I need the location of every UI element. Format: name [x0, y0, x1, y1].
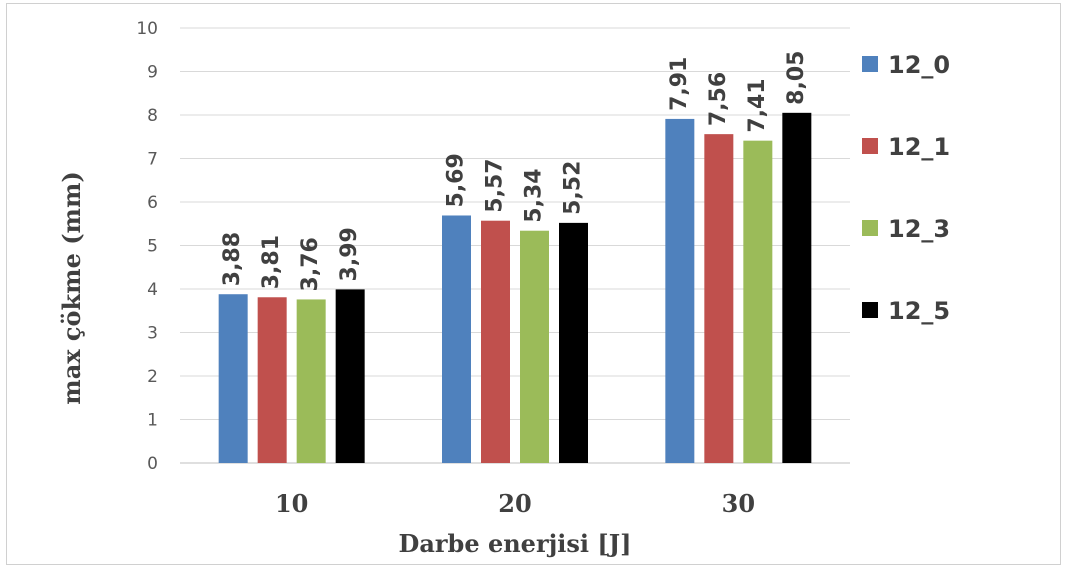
- bar-12_1-30: [704, 134, 734, 463]
- data-labels: 3,88 3,81 3,76 3,99 5,69 5,57 5,34 5,52 7,91 7,56…: [220, 51, 809, 292]
- bar-12_0-10: [218, 294, 248, 463]
- y-tick-label: 10: [136, 19, 158, 39]
- data-label: 5,57: [483, 158, 508, 212]
- x-axis-title: Darbe enerjisi [J]: [399, 529, 632, 558]
- bar-12_1-20: [481, 220, 510, 463]
- data-label: 8,05: [784, 51, 809, 105]
- x-category-label: 20: [498, 489, 531, 518]
- x-category-label: 30: [722, 489, 755, 518]
- y-axis-ticks: 0 1 2 3 4 5 6 7 8 9 10: [136, 19, 158, 474]
- data-label: 7,91: [667, 57, 692, 111]
- data-label: 7,56: [706, 72, 731, 126]
- data-label: 3,99: [337, 227, 362, 281]
- y-axis-title: max çökme (mm): [57, 171, 86, 404]
- data-label: 7,41: [745, 78, 770, 132]
- gridlines: [180, 27, 850, 464]
- legend-swatch: [862, 220, 878, 236]
- bar-12_0-30: [665, 118, 695, 463]
- bar-12_3-10: [296, 299, 326, 463]
- data-label: 3,76: [298, 237, 323, 291]
- data-label: 3,88: [220, 232, 245, 286]
- y-tick-label: 6: [147, 193, 158, 213]
- legend: 12_0 12_1 12_3 12_5: [862, 51, 950, 325]
- y-tick-label: 3: [147, 324, 158, 344]
- x-category-label: 10: [275, 489, 308, 518]
- bars: [218, 112, 812, 464]
- y-tick-label: 4: [147, 280, 158, 300]
- bar-12_1-10: [257, 297, 287, 463]
- legend-label: 12_1: [888, 133, 950, 161]
- y-tick-label: 9: [147, 63, 158, 83]
- y-tick-label: 1: [147, 411, 158, 431]
- data-label: 5,52: [561, 161, 586, 215]
- y-tick-label: 2: [147, 367, 158, 387]
- bar-12_3-20: [520, 230, 549, 463]
- legend-label: 12_0: [888, 51, 950, 79]
- bar-12_5-30: [782, 112, 812, 463]
- legend-swatch: [862, 302, 878, 318]
- y-tick-label: 8: [147, 106, 158, 126]
- bar-12_5-20: [559, 222, 588, 463]
- y-tick-label: 7: [147, 150, 158, 170]
- y-tick-label: 5: [147, 237, 158, 257]
- bar-12_3-30: [743, 140, 773, 464]
- legend-label: 12_3: [888, 215, 950, 243]
- data-label: 5,69: [444, 153, 469, 207]
- data-label: 5,34: [522, 168, 547, 222]
- bar-12_0-20: [442, 215, 471, 463]
- bar-12_5-10: [335, 289, 365, 463]
- y-tick-label: 0: [147, 454, 158, 474]
- legend-label: 12_5: [888, 297, 950, 325]
- data-label: 3,81: [259, 235, 284, 289]
- x-axis-categories: 10 20 30: [275, 489, 755, 518]
- legend-swatch: [862, 56, 878, 72]
- legend-swatch: [862, 138, 878, 154]
